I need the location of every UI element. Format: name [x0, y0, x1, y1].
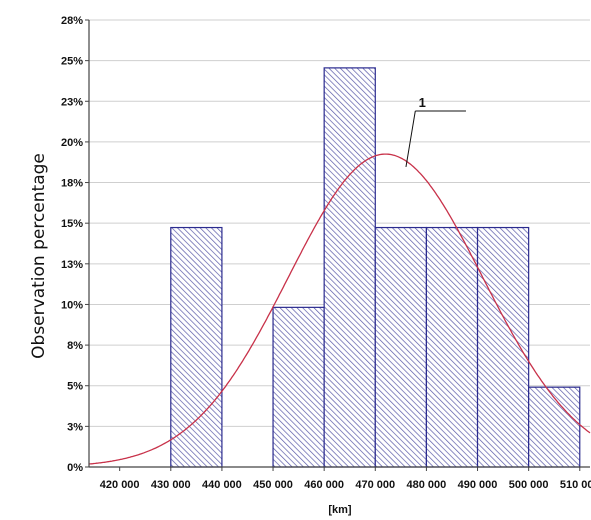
x-tick-label: 450 000 — [253, 479, 293, 491]
curve-annotation: 1 — [405, 95, 466, 168]
x-tick-label: 490 000 — [458, 479, 498, 491]
y-tick-label: 15% — [61, 218, 83, 230]
histogram-bar — [425, 226, 479, 468]
bars — [170, 67, 581, 468]
fit-curve — [88, 153, 591, 465]
y-tick-label: 3% — [67, 421, 83, 433]
histogram-bar — [170, 226, 223, 468]
axes — [85, 19, 590, 471]
x-tick-label: 420 000 — [100, 479, 140, 491]
histogram-bar — [374, 226, 428, 468]
y-tick-label: 25% — [61, 56, 83, 68]
x-tick-label: 430 000 — [151, 479, 191, 491]
annotation-label: 1 — [419, 95, 426, 110]
x-tick-label: 500 000 — [509, 479, 549, 491]
histogram-bar — [323, 67, 376, 468]
y-tick-labels: 0% 3% 5% 8% 10% 13% 15% 18% 20% 23% 25% 28% — [61, 15, 83, 474]
histogram-bar — [272, 306, 325, 468]
annotation-leader — [405, 110, 416, 168]
x-axis-label: [km] — [328, 504, 352, 516]
x-tick-label: 440 000 — [202, 479, 242, 491]
y-tick-label: 13% — [61, 259, 83, 271]
y-tick-label: 10% — [61, 299, 83, 311]
y-tick-label: 8% — [67, 340, 83, 352]
y-tick-label: 20% — [61, 137, 83, 149]
y-axis-label: Observation percentage — [29, 153, 49, 359]
y-tick-label: 5% — [67, 381, 83, 393]
x-tick-label: 480 000 — [407, 479, 447, 491]
x-tick-label: 470 000 — [355, 479, 395, 491]
fit-curve-line — [88, 153, 591, 465]
x-tick-labels: 420 000 430 000 440 000 450 000 460 000 470 0… — [100, 479, 591, 491]
x-tick-label: 510 000 — [560, 479, 591, 491]
histogram-bar — [476, 226, 530, 468]
x-tick-label: 460 000 — [304, 479, 344, 491]
y-tick-label: 0% — [67, 462, 83, 474]
y-tick-label: 28% — [61, 15, 83, 27]
y-tick-label: 23% — [61, 96, 83, 108]
histogram-bar — [528, 386, 581, 468]
y-tick-label: 18% — [61, 178, 83, 190]
